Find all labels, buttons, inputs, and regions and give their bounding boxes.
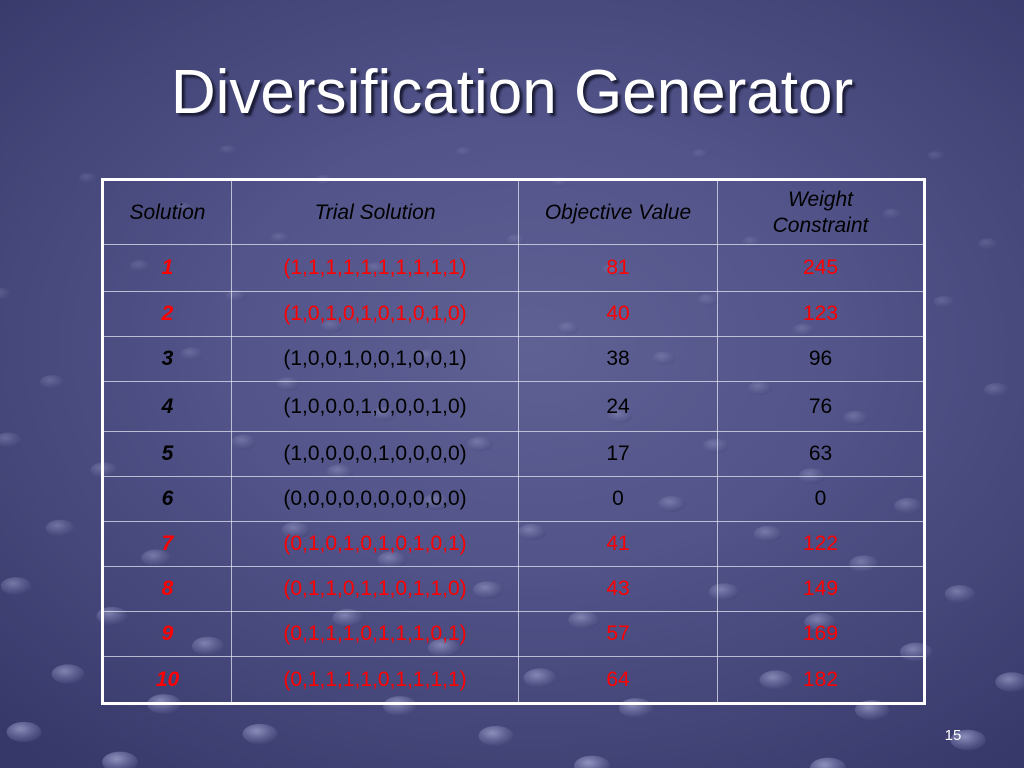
table-row: 1 (1,1,1,1,1,1,1,1,1,1) 81 245 [102,244,925,292]
solution-number-cell: 6 [102,476,232,522]
objective-value-cell: 38 [518,336,718,382]
weight-constraint-cell: 96 [717,336,925,382]
solution-number-cell: 7 [102,521,232,567]
decorative-dot [45,519,75,537]
decorative-dot [854,700,890,720]
solution-number-cell: 8 [102,566,232,612]
objective-value-cell: 0 [518,476,718,522]
decorative-dot [944,585,976,603]
decorative-dot [933,295,955,309]
table-row: 9 (0,1,1,1,0,1,1,1,0,1) 57 169 [102,611,925,657]
table-row: 3 (1,0,0,1,0,0,1,0,0,1) 38 96 [102,336,925,382]
weight-constraint-cell: 122 [717,521,925,567]
slide-title: Diversification Generator [170,58,854,127]
trial-solution-cell: (0,1,1,0,1,1,0,1,1,0) [231,566,519,612]
trial-solution-cell: (1,0,0,0,1,0,0,0,1,0) [231,381,519,432]
weight-constraint-cell: 182 [717,656,925,704]
header-objective-value: Objective Value [518,179,718,245]
header-weight-constraint: Weight Constraint [717,179,925,245]
header-trial-solution: Trial Solution [231,179,519,245]
decorative-dot [455,147,473,157]
decorative-dot [0,287,11,301]
decorative-dot [6,721,42,743]
page-number: 15 [944,727,962,744]
table-row: 10 (0,1,1,1,1,0,1,1,1,1) 64 182 [102,656,925,704]
trial-solution-cell: (1,0,0,0,0,1,0,0,0,0) [231,431,519,477]
weight-constraint-cell: 63 [717,431,925,477]
weight-constraint-cell: 123 [717,291,925,337]
objective-value-cell: 57 [518,611,718,657]
decorative-dot [51,664,85,684]
decorative-dot [478,725,514,747]
solution-number-cell: 2 [102,291,232,337]
trial-solution-cell: (1,1,1,1,1,1,1,1,1,1) [231,244,519,292]
solutions-table: Solution Trial Solution Objective Value … [101,178,926,705]
decorative-dot [810,757,846,768]
decorative-dot [219,145,237,155]
table-row: 7 (0,1,0,1,0,1,0,1,0,1) 41 122 [102,521,925,567]
objective-value-cell: 40 [518,291,718,337]
table-row: 5 (1,0,0,0,0,1,0,0,0,0) 17 63 [102,431,925,477]
objective-value-cell: 17 [518,431,718,477]
trial-solution-cell: (0,0,0,0,0,0,0,0,0,0) [231,476,519,522]
decorative-dot [927,151,945,161]
solution-number-cell: 10 [102,656,232,704]
trial-solution-cell: (1,0,0,1,0,0,1,0,0,1) [231,336,519,382]
objective-value-cell: 41 [518,521,718,567]
weight-constraint-cell: 76 [717,381,925,432]
trial-solution-cell: (1,0,1,0,1,0,1,0,1,0) [231,291,519,337]
decorative-dot [0,432,21,448]
weight-constraint-cell: 169 [717,611,925,657]
solution-number-cell: 9 [102,611,232,657]
objective-value-cell: 24 [518,381,718,432]
decorative-dot [574,755,610,768]
solution-number-cell: 1 [102,244,232,292]
decorative-dot [40,375,64,389]
solution-number-cell: 3 [102,336,232,382]
table-header-row: Solution Trial Solution Objective Value … [102,179,925,245]
objective-value-cell: 64 [518,656,718,704]
weight-constraint-cell: 149 [717,566,925,612]
decorative-dot [950,729,986,751]
objective-value-cell: 43 [518,566,718,612]
objective-value-cell: 81 [518,244,718,292]
decorative-dot [242,723,278,745]
header-weight-constraint-label: Weight Constraint [772,187,869,237]
table-row: 4 (1,0,0,0,1,0,0,0,1,0) 24 76 [102,381,925,432]
trial-solution-cell: (0,1,0,1,0,1,0,1,0,1) [231,521,519,567]
table-row: 6 (0,0,0,0,0,0,0,0,0,0) 0 0 [102,476,925,522]
decorative-dot [978,238,998,250]
decorative-dot [0,577,32,595]
weight-constraint-cell: 245 [717,244,925,292]
trial-solution-cell: (0,1,1,1,0,1,1,1,0,1) [231,611,519,657]
solution-number-cell: 4 [102,381,232,432]
decorative-dot [983,383,1009,397]
decorative-dot [691,149,709,159]
decorative-dot [995,672,1024,692]
trial-solution-cell: (0,1,1,1,1,0,1,1,1,1) [231,656,519,704]
decorative-dot [79,172,97,184]
decorative-dot [102,751,138,768]
table-row: 8 (0,1,1,0,1,1,0,1,1,0) 43 149 [102,566,925,612]
header-solution: Solution [102,179,232,245]
solution-number-cell: 5 [102,431,232,477]
table-row: 2 (1,0,1,0,1,0,1,0,1,0) 40 123 [102,291,925,337]
weight-constraint-cell: 0 [717,476,925,522]
